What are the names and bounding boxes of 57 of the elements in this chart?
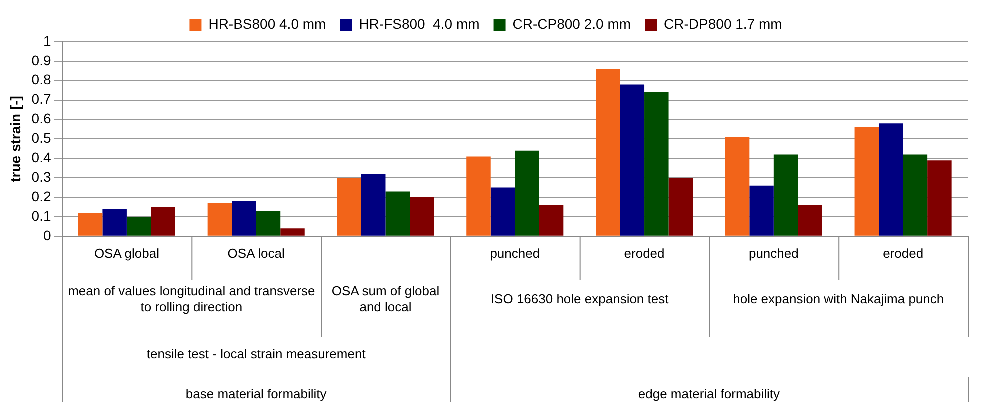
x-tick-label: OSA global [94, 246, 160, 261]
bar [151, 207, 176, 236]
bar [232, 201, 256, 236]
x-tick-label: eroded [624, 246, 665, 261]
bar [750, 186, 774, 236]
legend-label: CR-DP800 1.7 mm [664, 16, 782, 32]
text: ISO 16630 hole expansion test [490, 292, 670, 307]
bar [361, 174, 386, 236]
x-tick-label: punched [748, 246, 799, 261]
bar [854, 128, 880, 236]
text: base material formability [186, 386, 328, 402]
x-tick-label: punched [490, 246, 540, 261]
y-tick-label: 0.5 [32, 130, 52, 146]
y-tick-label: 0 [43, 227, 52, 244]
bar [78, 213, 103, 236]
text: OSA sum of global and local [332, 284, 440, 315]
text: mean of values longitudinal and transverse to rolling direction [68, 284, 316, 315]
y-axis-title: true strain [-] [7, 96, 24, 182]
text: hole expansion with Nakajima punch [733, 292, 944, 307]
bar [256, 211, 281, 236]
bar [620, 84, 645, 236]
bar [879, 124, 904, 236]
y-tick-label: 0.1 [32, 208, 52, 224]
bar [102, 209, 127, 236]
y-tick-label: 0.9 [32, 52, 52, 68]
legend-label: HR-FS800 4.0 mm [359, 16, 480, 32]
bar [126, 216, 152, 236]
bar [410, 198, 434, 236]
bar [490, 188, 516, 236]
y-tick-label: 0.3 [32, 168, 52, 185]
y-tick-label: 0.4 [32, 150, 52, 166]
bar [903, 154, 928, 236]
y-tick-label: 0.7 [32, 91, 52, 108]
bar [928, 160, 952, 236]
bar [644, 92, 669, 236]
y-tick-label: 0.2 [32, 188, 52, 204]
x-tick-label: OSA local [228, 246, 285, 261]
bar [337, 178, 362, 236]
bar [668, 178, 694, 236]
y-tick-label: 0.8 [32, 72, 52, 88]
bar [798, 205, 822, 236]
y-tick-label: 0.6 [32, 110, 52, 127]
bar [208, 203, 232, 236]
legend-label: HR-BS800 4.0 mm [208, 16, 326, 32]
y-tick-label: 1 [43, 32, 52, 49]
text: edge material formability [638, 386, 781, 402]
bar [280, 228, 305, 236]
bar [725, 137, 750, 236]
bar [466, 156, 491, 236]
bar [386, 192, 410, 236]
legend-label: CR-CP800 2.0 mm [512, 16, 632, 32]
bar [596, 69, 620, 236]
x-tick-label: eroded [883, 246, 924, 261]
text: tensile test - local strain measurement [146, 346, 366, 362]
bar [515, 150, 540, 236]
bar [774, 154, 798, 236]
bar [539, 205, 564, 236]
